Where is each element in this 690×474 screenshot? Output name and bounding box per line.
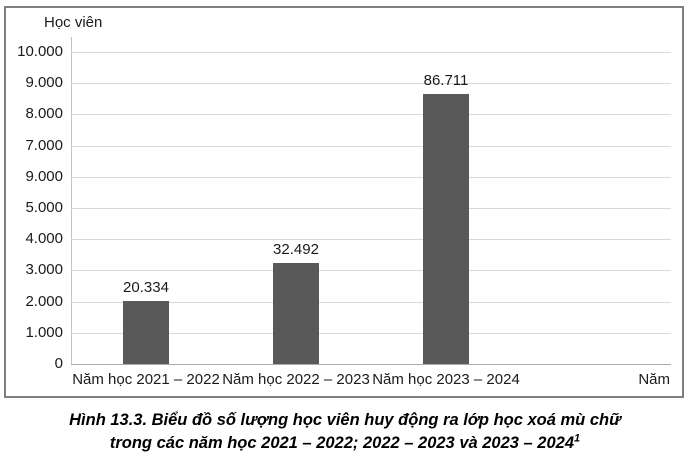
x-tick-label: Năm học 2021 – 2022 xyxy=(72,371,220,388)
y-tick-label: 10.000 xyxy=(17,43,63,60)
y-tick-label: 0 xyxy=(54,355,63,372)
gridline xyxy=(71,177,671,178)
y-tick-label: 2.000 xyxy=(25,293,63,310)
gridline xyxy=(71,364,671,365)
bar-value-label: 20.334 xyxy=(123,279,169,296)
bar-value-label: 86.711 xyxy=(423,72,469,89)
y-tick-label: 4.000 xyxy=(25,230,63,247)
gridline xyxy=(71,302,671,303)
bar xyxy=(423,94,469,364)
y-axis-line xyxy=(71,37,72,364)
gridline xyxy=(71,270,671,271)
y-tick-label: 8.000 xyxy=(25,105,63,122)
gridline xyxy=(71,333,671,334)
footnote-marker: 1 xyxy=(574,432,581,445)
gridline xyxy=(71,114,671,115)
chart-frame: Học viên 10.000 9.000 8.000 7.000 9.000 5.000… xyxy=(4,6,684,398)
y-axis-title: Học viên xyxy=(44,14,103,31)
bar xyxy=(273,263,319,364)
gridline xyxy=(71,208,671,209)
caption-line-1: Hình 13.3. Biểu đồ số lượng học viên huy… xyxy=(69,411,621,429)
gridline xyxy=(71,83,671,84)
bar-value-label: 32.492 xyxy=(273,241,319,258)
gridline xyxy=(71,52,671,53)
y-tick-label: 9.000 xyxy=(25,74,63,91)
caption-line-2: trong các năm học 2021 – 2022; 2022 – 20… xyxy=(0,432,690,455)
y-tick-label: 1.000 xyxy=(25,324,63,341)
x-tick-label: Năm học 2023 – 2024 xyxy=(372,371,520,388)
bar xyxy=(123,301,169,364)
caption-line-2-text: trong các năm học 2021 – 2022; 2022 – 20… xyxy=(109,434,575,452)
gridline xyxy=(71,239,671,240)
x-tick-label: Năm học 2022 – 2023 xyxy=(222,371,370,388)
x-axis-title: Năm xyxy=(638,371,670,388)
y-tick-label: 9.000 xyxy=(25,168,63,185)
y-tick-label: 5.000 xyxy=(25,199,63,216)
figure-caption: Hình 13.3. Biểu đồ số lượng học viên huy… xyxy=(0,409,690,455)
y-tick-label: 7.000 xyxy=(25,137,63,154)
plot-area: 10.000 9.000 8.000 7.000 9.000 5.000 4.000 3.00… xyxy=(6,8,682,396)
gridline xyxy=(71,146,671,147)
y-tick-label: 3.000 xyxy=(25,261,63,278)
